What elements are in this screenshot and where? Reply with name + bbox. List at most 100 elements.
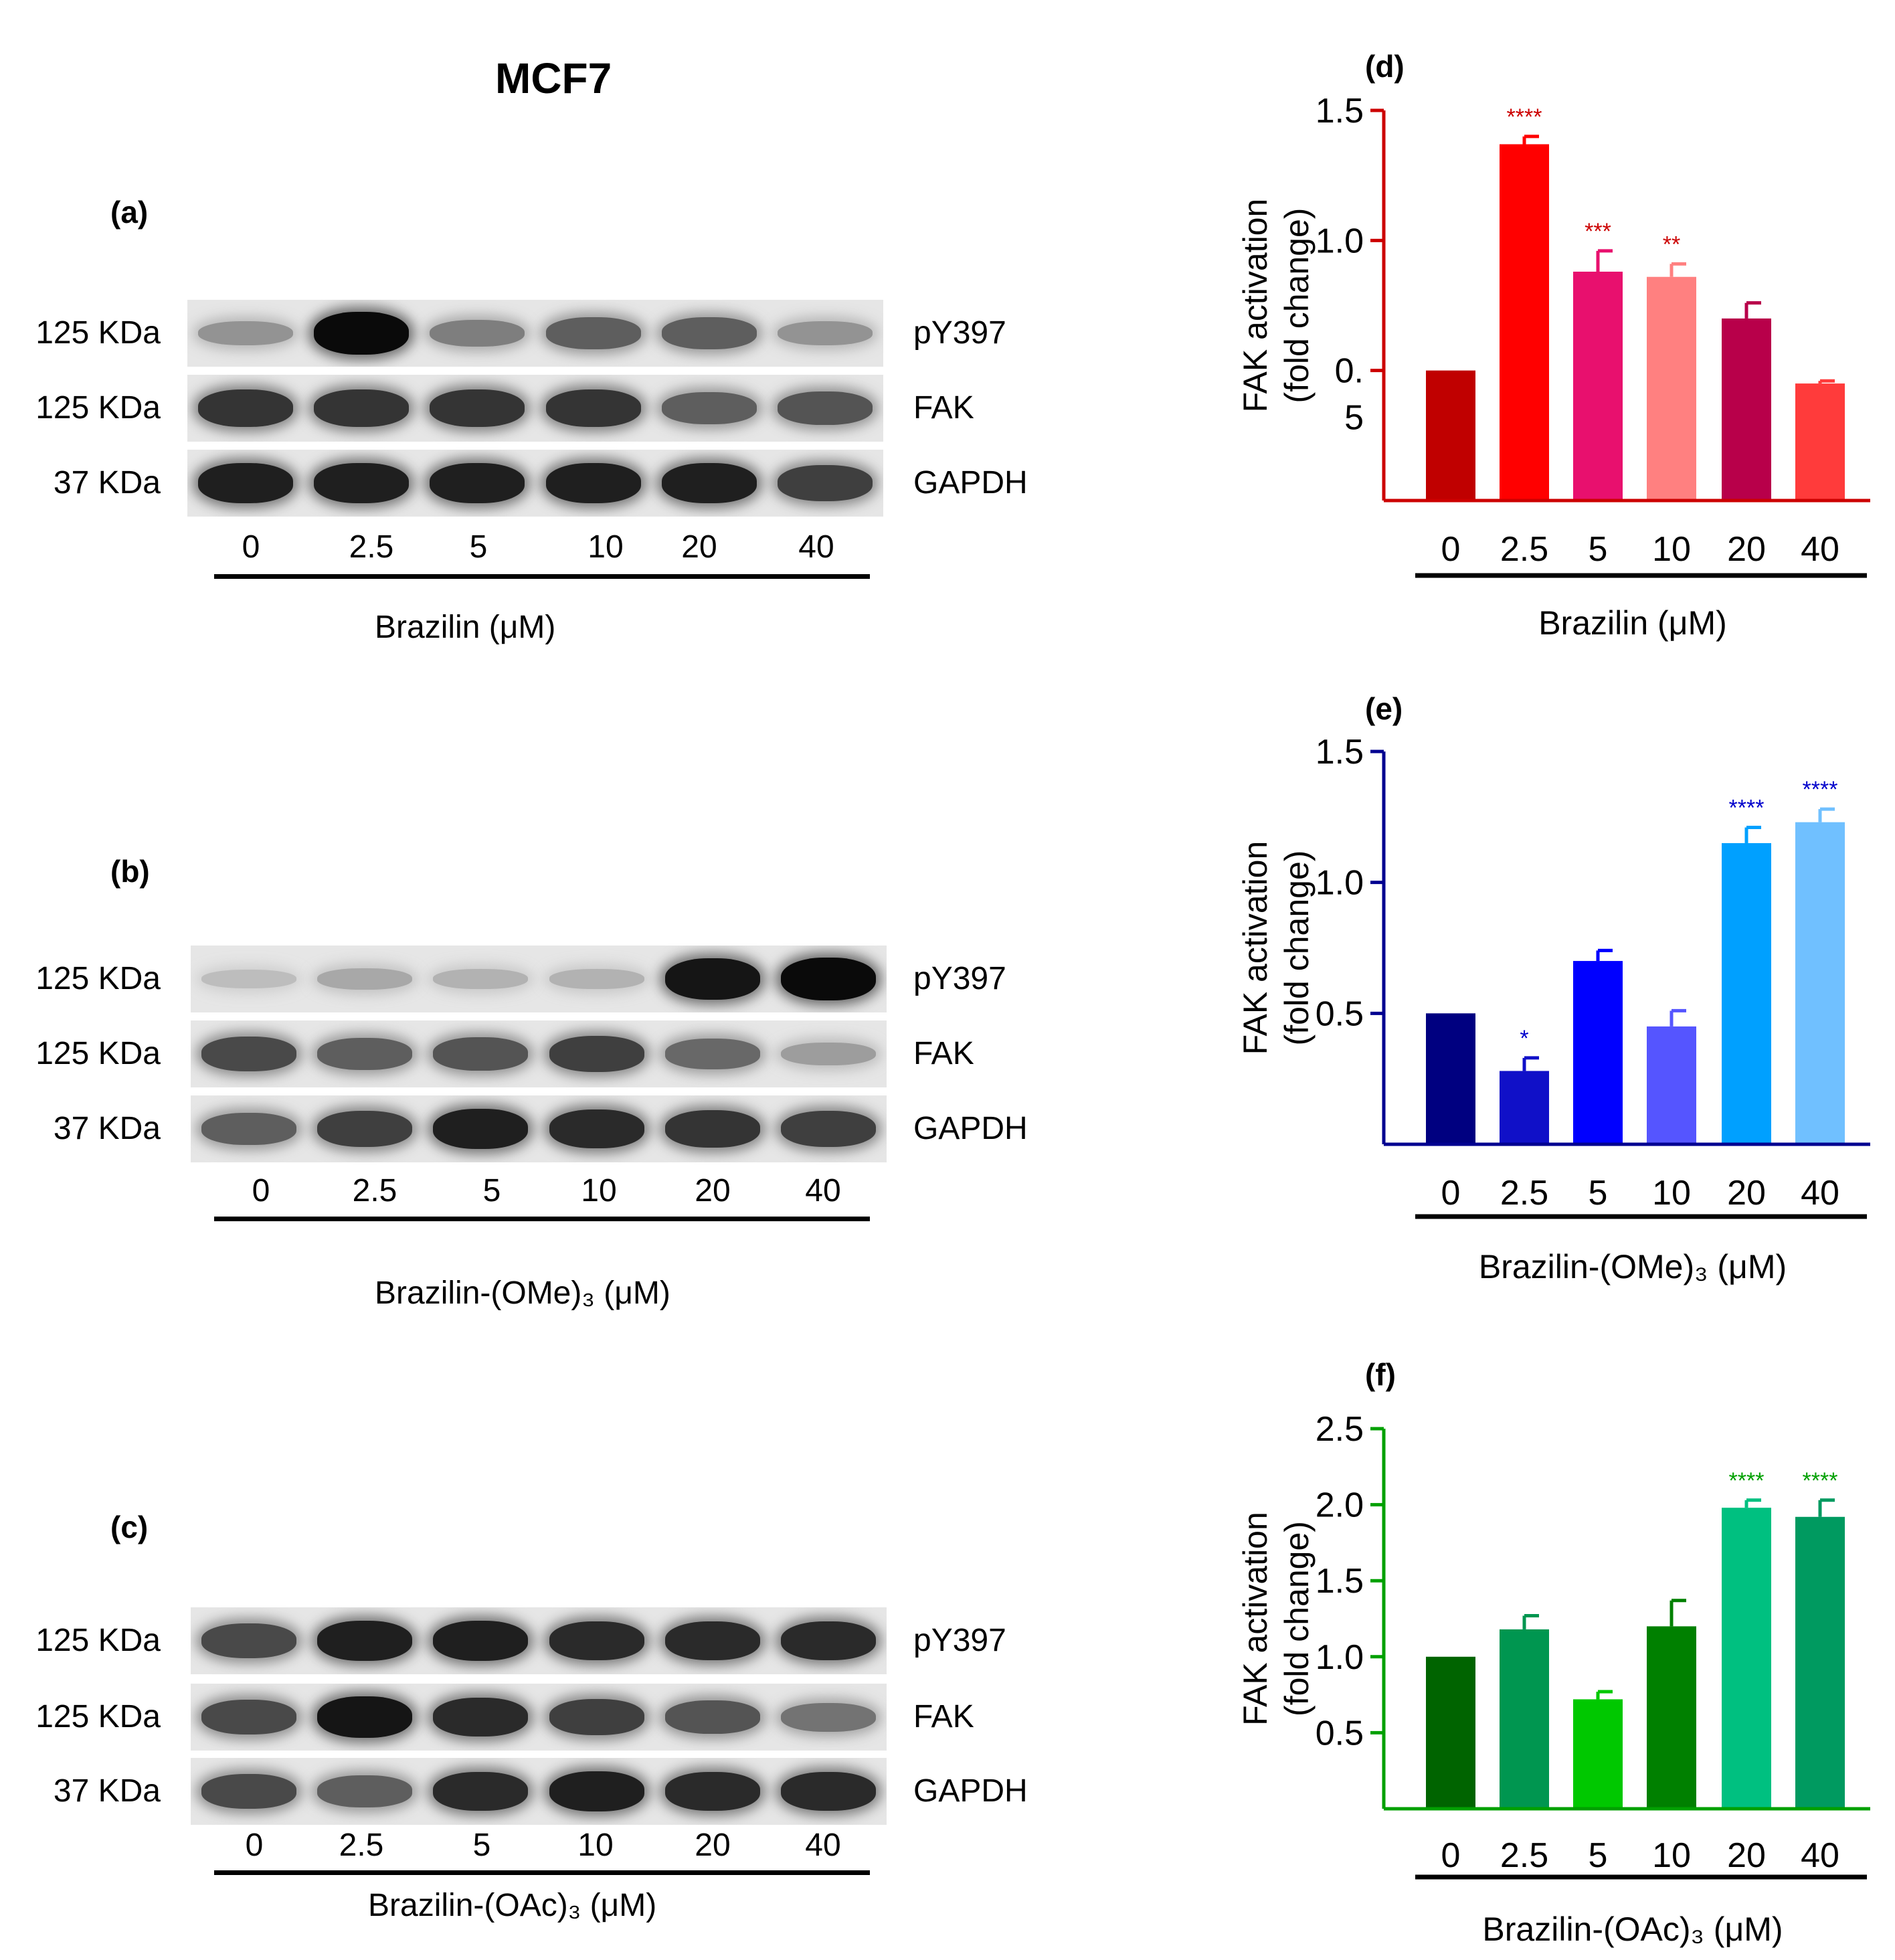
y-tick-label: 1.0 [1316,1638,1364,1677]
lane-label: 10 [581,1173,617,1209]
blot-band [317,1038,413,1070]
blot-band [664,958,761,1000]
category-tick-label: 10 [1652,530,1691,569]
y-tick-label: 0.5 [1316,994,1364,1033]
panel-letter: (d) [1365,49,1405,84]
blot-band [781,1621,877,1660]
lane-label: 40 [805,1828,841,1863]
blot-band [430,463,525,503]
blot-band [433,1037,529,1071]
blot-strip [191,946,887,1012]
blot-band [549,968,644,990]
category-tick-label: 2.5 [1500,1836,1548,1875]
panel-letter: (a) [110,195,149,230]
category-tick-label: 2.5 [1500,530,1548,569]
treatment-label: Brazilin-(OAc)₃ (μM) [368,1888,657,1923]
treatment-underline [214,1870,870,1875]
bar [1573,271,1623,501]
y-tick-label: 0. [1335,352,1364,391]
blot-band [778,321,873,346]
y-tick-label: 5 [1344,399,1364,438]
blot-band [317,1621,413,1661]
significance-label: **** [1803,1468,1838,1494]
protein-label: FAK [913,1036,974,1071]
bar [1722,842,1771,1144]
panel-letter: (b) [110,854,150,889]
blot-band [197,463,293,503]
category-tick-label: 40 [1801,1836,1839,1875]
significance-label: **** [1729,795,1765,820]
panel-letter: (e) [1365,691,1403,726]
blot-band [549,1771,644,1811]
blot-band [664,1621,761,1660]
molecular-weight-label: 125 KDa [35,390,161,426]
category-tick-label: 2.5 [1500,1174,1548,1213]
lane-label: 2.5 [339,1828,384,1863]
blot-band [201,1774,296,1809]
bar [1500,144,1549,501]
bar [1722,318,1771,501]
x-axis-label: Brazilin (μM) [1538,604,1727,642]
lane-label: 5 [469,529,488,565]
bar [1426,370,1475,501]
significance-label: * [1520,1026,1528,1051]
blot-band [664,1039,761,1069]
category-tick-label: 40 [1801,1174,1839,1213]
significance-label: *** [1585,219,1611,244]
blot-band [433,1621,529,1661]
bar [1722,1508,1771,1809]
x-axis-label: Brazilin-(OMe)₃ (μM) [1479,1248,1787,1285]
protein-label: pY397 [913,315,1006,351]
figure-title: MCF7 [495,54,612,102]
blot-band [778,391,873,425]
treatment-underline [214,1217,870,1221]
y-tick-label: 1.0 [1316,221,1364,260]
lane-label: 40 [798,529,834,565]
category-tick-label: 5 [1589,530,1608,569]
protein-label: GAPDH [913,1111,1028,1146]
y-axis-label: (fold change) [1278,851,1316,1046]
blot-band [661,317,757,349]
blot-band [781,1702,877,1732]
lane-label: 40 [805,1173,841,1209]
x-axis-label: Brazilin-(OAc)₃ (μM) [1482,1910,1783,1948]
blot-band [313,312,410,355]
lane-label: 2.5 [349,529,394,565]
blot-band [197,321,293,346]
blot-band [201,1113,296,1145]
category-tick-label: 20 [1727,1174,1766,1213]
blot-strip [187,375,883,442]
y-tick-label: 1.5 [1316,1562,1364,1601]
protein-label: FAK [913,1699,974,1734]
protein-label: pY397 [913,1623,1006,1658]
blot-band [433,968,529,990]
blot-band [781,1772,877,1811]
molecular-weight-label: 125 KDa [35,961,161,996]
significance-label: **** [1729,1468,1765,1494]
bar [1426,1656,1475,1809]
blot-band [781,958,877,1000]
blot-band [313,463,410,503]
category-tick-label: 0 [1441,530,1461,569]
blot-strip [191,1684,887,1751]
panel-letter: (c) [110,1510,149,1544]
category-tick-label: 0 [1441,1836,1461,1875]
blot-strip [191,1758,887,1825]
blot-band [433,1698,529,1736]
blot-band [664,1772,761,1811]
category-tick-label: 0 [1441,1174,1461,1213]
blot-band [549,1036,644,1072]
bar [1647,1626,1696,1809]
blot-strip [191,1607,887,1674]
y-tick-label: 0.5 [1316,1714,1364,1753]
blot-band [317,1775,413,1807]
bar [1573,1699,1623,1809]
blot-band [201,1037,296,1071]
blot-band [433,1109,529,1149]
molecular-weight-label: 125 KDa [35,315,161,351]
bar [1500,1629,1549,1809]
blot-band [661,463,757,503]
blot-band [313,389,410,427]
bar [1647,276,1696,501]
blot-band [433,1772,529,1811]
